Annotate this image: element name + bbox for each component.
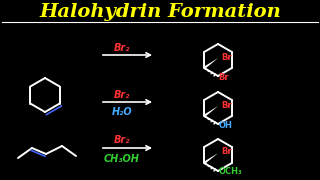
Text: Br₂: Br₂ [114,90,130,100]
Text: Br: Br [221,100,232,109]
Text: Br₂: Br₂ [114,43,130,53]
Text: Br: Br [218,73,229,82]
Text: Br: Br [221,53,232,62]
Text: Br: Br [221,147,232,156]
Text: OCH₃: OCH₃ [218,168,242,177]
Polygon shape [204,58,218,69]
Text: Br₂: Br₂ [114,135,130,145]
Text: OH: OH [218,120,232,129]
Text: CH₃OH: CH₃OH [104,154,140,164]
Polygon shape [204,153,218,164]
Polygon shape [204,106,218,117]
Text: H₂O: H₂O [112,107,132,117]
Text: Halohydrin Formation: Halohydrin Formation [39,3,281,21]
